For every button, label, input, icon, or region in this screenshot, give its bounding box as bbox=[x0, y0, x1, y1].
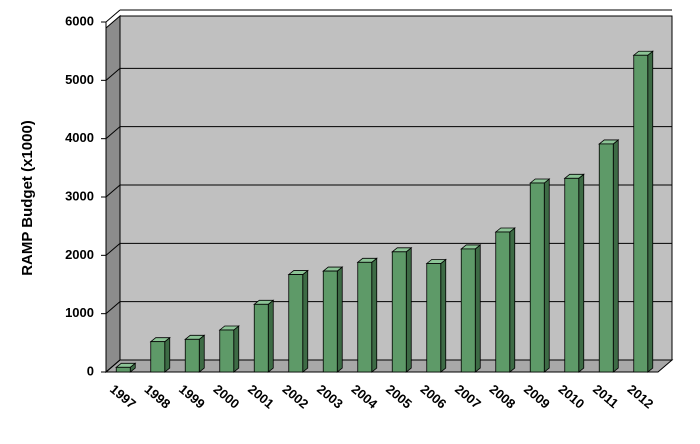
bar bbox=[253, 303, 269, 373]
grid-line-side bbox=[105, 359, 121, 373]
x-tick-label: 2012 bbox=[625, 381, 657, 411]
bar-side bbox=[543, 178, 550, 373]
grid-line-side bbox=[105, 242, 121, 256]
bar-side bbox=[474, 244, 481, 373]
y-tick-label: 1000 bbox=[65, 305, 94, 320]
grid-line-side bbox=[105, 184, 121, 198]
x-tick-label: 2009 bbox=[521, 381, 553, 411]
x-tick-label: 2006 bbox=[418, 381, 450, 411]
y-tick-label: 3000 bbox=[65, 188, 94, 203]
bar-side bbox=[302, 269, 309, 373]
x-tick-label: 1997 bbox=[107, 381, 139, 411]
bar bbox=[495, 231, 511, 373]
bar bbox=[529, 182, 545, 373]
x-tick-label: 2008 bbox=[487, 381, 519, 411]
x-tick-label: 2001 bbox=[245, 381, 277, 411]
bar bbox=[633, 54, 649, 373]
bar-side bbox=[578, 173, 585, 373]
bar-side bbox=[164, 336, 171, 373]
bar-side bbox=[509, 227, 516, 373]
y-tick-label: 0 bbox=[87, 363, 94, 378]
x-tick-label: 2005 bbox=[383, 381, 415, 411]
bar bbox=[115, 366, 131, 373]
bar bbox=[219, 329, 235, 373]
grid-line-side bbox=[105, 9, 121, 23]
x-tick-label: 2004 bbox=[349, 381, 381, 412]
y-tick-label: 6000 bbox=[65, 13, 94, 28]
x-tick-label: 1998 bbox=[142, 381, 174, 411]
bar-side bbox=[371, 257, 378, 373]
bar-side bbox=[336, 266, 343, 373]
bar bbox=[460, 248, 476, 373]
bar-side bbox=[405, 247, 412, 373]
x-tick-label: 2011 bbox=[590, 381, 621, 411]
grid-line-side bbox=[105, 126, 121, 140]
x-tick-label: 2003 bbox=[314, 381, 346, 411]
bar-side bbox=[267, 299, 274, 373]
grid-line-side bbox=[105, 67, 121, 81]
grid-line-side bbox=[105, 301, 121, 315]
bar bbox=[184, 338, 200, 373]
bar-side bbox=[198, 334, 205, 373]
y-axis-label: RAMP Budget (x1000) bbox=[19, 120, 36, 276]
bar bbox=[322, 270, 338, 373]
bar-side bbox=[612, 139, 619, 373]
bar bbox=[391, 251, 407, 373]
x-tick-label: 2007 bbox=[452, 381, 484, 411]
y-tick-label: 4000 bbox=[65, 130, 94, 145]
y-tick-label: 5000 bbox=[65, 72, 94, 87]
y-tick-label: 2000 bbox=[65, 247, 94, 262]
bar bbox=[564, 177, 580, 373]
bar bbox=[598, 143, 614, 373]
bar bbox=[288, 274, 304, 373]
bar-side bbox=[440, 258, 447, 373]
bar-side bbox=[647, 50, 654, 373]
x-tick-label: 2010 bbox=[556, 381, 588, 411]
bar bbox=[150, 341, 166, 373]
x-tick-label: 2000 bbox=[211, 381, 243, 411]
x-tick-label: 1999 bbox=[176, 381, 208, 411]
bar-side bbox=[233, 325, 240, 373]
bar bbox=[357, 261, 373, 373]
x-tick-label: 2002 bbox=[280, 381, 312, 411]
bar bbox=[426, 263, 442, 373]
side-wall bbox=[105, 14, 121, 374]
